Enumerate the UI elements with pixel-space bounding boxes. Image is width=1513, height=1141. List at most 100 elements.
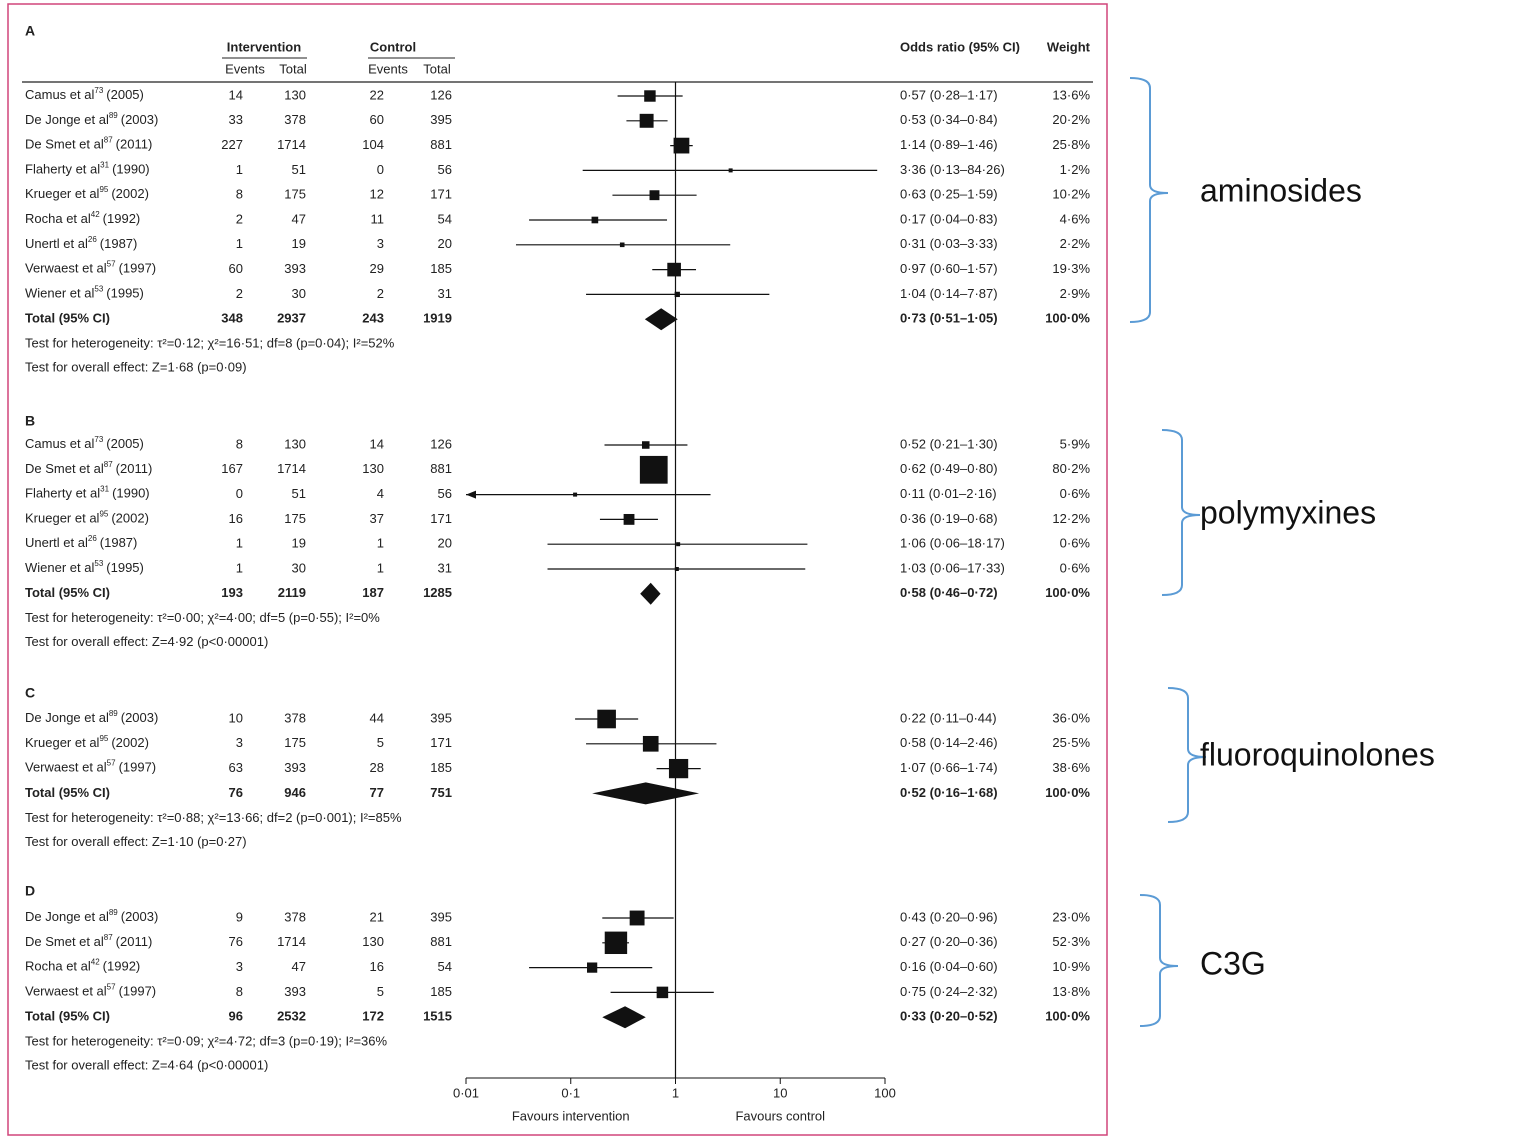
cell-weight: 25·5% — [1052, 735, 1090, 750]
cell-total: 54 — [438, 959, 452, 974]
cell-total: 126 — [430, 87, 452, 102]
study-ref: 95 — [99, 185, 108, 194]
cell-events: 22 — [370, 87, 384, 102]
cell-total: 30 — [292, 286, 306, 301]
study-name: Verwaest et al57 (1997) — [25, 260, 156, 276]
group-bracket — [1139, 894, 1179, 1027]
study-square — [668, 758, 689, 779]
cell-events: 1 — [236, 560, 243, 575]
group-label: C3G — [1200, 945, 1266, 981]
cell-total: 393 — [284, 261, 306, 276]
cell-events: 2 — [377, 286, 384, 301]
cell-total: 395 — [430, 909, 452, 924]
study-ref: 53 — [94, 285, 103, 294]
cell-events: 16 — [370, 959, 384, 974]
study-author: De Smet et al — [25, 461, 104, 476]
cell-events: 167 — [221, 461, 243, 476]
cell-events: 96 — [229, 1009, 243, 1024]
cell-total: 19 — [292, 236, 306, 251]
cell-total: 56 — [438, 162, 452, 177]
cell-weight: 23·0% — [1052, 909, 1090, 924]
cell-events: 37 — [370, 511, 384, 526]
cell-events: 12 — [370, 187, 384, 202]
study-author: Verwaest et al — [25, 261, 107, 276]
cell-total: 130 — [284, 436, 306, 451]
cell-events: 21 — [370, 909, 384, 924]
cell-total: 378 — [284, 710, 306, 725]
study-author: De Smet et al — [25, 137, 104, 152]
cell-events: 4 — [377, 486, 384, 501]
x-tick-label: 10 — [773, 1085, 787, 1100]
study-name: De Smet et al87 (2011) — [25, 136, 152, 152]
study-author: De Smet et al — [25, 934, 104, 949]
study-year: (2003) — [121, 710, 159, 725]
study-ref: 31 — [100, 485, 109, 494]
cell-total: 31 — [438, 560, 452, 575]
cell-weight: 0·6% — [1060, 486, 1091, 501]
cell-weight: 0·6% — [1060, 560, 1091, 575]
group-label: polymyxines — [1200, 494, 1376, 530]
study-author: Verwaest et al — [25, 984, 107, 999]
cell-events: 5 — [377, 984, 384, 999]
study-author: De Jonge et al — [25, 710, 109, 725]
study-year: (2002) — [111, 511, 149, 526]
study-square — [642, 735, 659, 752]
cell-total: 1714 — [277, 934, 306, 949]
study-year: (1990) — [112, 162, 150, 177]
x-label-right: Favours control — [735, 1108, 825, 1123]
cell-total: 47 — [292, 211, 306, 226]
study-author: Wiener et al — [25, 286, 94, 301]
cell-or-ci: 0·52 (0·21–1·30) — [900, 436, 998, 451]
cell-weight: 100·0% — [1045, 1009, 1090, 1024]
study-square — [673, 137, 690, 154]
cell-or-ci: 1·03 (0·06–17·33) — [900, 560, 1005, 575]
study-ref: 89 — [109, 709, 118, 718]
cell-total: 175 — [284, 735, 306, 750]
header-weight: Weight — [1047, 39, 1091, 54]
cell-or-ci: 0·11 (0·01–2·16) — [900, 486, 997, 501]
cell-events: 5 — [377, 735, 384, 750]
cell-total: 171 — [430, 511, 452, 526]
cell-events: 0 — [377, 162, 384, 177]
study-name: Verwaest et al57 (1997) — [25, 983, 156, 999]
total-name: Total (95% CI) — [25, 585, 110, 600]
cell-weight: 52·3% — [1052, 934, 1090, 949]
study-author: Unertl et al — [25, 536, 88, 551]
study-square — [587, 962, 598, 973]
study-square — [676, 542, 681, 547]
study-square — [639, 113, 654, 128]
cell-or-ci: 1·14 (0·89–1·46) — [900, 137, 998, 152]
header-control: Control — [370, 39, 416, 54]
study-name: Unertl et al26 (1987) — [25, 235, 137, 251]
cell-total: 1515 — [423, 1009, 452, 1024]
panel-label: A — [25, 23, 35, 39]
cell-weight: 2·2% — [1060, 236, 1091, 251]
cell-or-ci: 0·97 (0·60–1·57) — [900, 261, 998, 276]
group-bracket — [1161, 429, 1201, 596]
cell-or-ci: 1·07 (0·66–1·74) — [900, 760, 998, 775]
cell-weight: 25·8% — [1052, 137, 1090, 152]
header-sub: Total — [423, 61, 451, 76]
figure-border — [7, 3, 1108, 1136]
cell-events: 8 — [236, 187, 243, 202]
cell-events: 76 — [229, 785, 243, 800]
study-year: (1995) — [106, 560, 144, 575]
cell-total: 47 — [292, 959, 306, 974]
cell-events: 60 — [370, 112, 384, 127]
cell-events: 0 — [236, 486, 243, 501]
cell-events: 3 — [236, 959, 243, 974]
cell-total: 51 — [292, 486, 306, 501]
study-author: Krueger et al — [25, 511, 100, 526]
cell-weight: 0·6% — [1060, 536, 1091, 551]
cell-events: 1 — [236, 236, 243, 251]
cell-events: 8 — [236, 984, 243, 999]
study-square — [619, 242, 625, 248]
cell-total: 1919 — [423, 311, 452, 326]
cell-weight: 13·8% — [1052, 984, 1090, 999]
cell-weight: 19·3% — [1052, 261, 1090, 276]
cell-events: 60 — [229, 261, 243, 276]
study-square — [591, 216, 599, 224]
study-name: Rocha et al42 (1992) — [25, 210, 140, 226]
cell-total: 20 — [438, 236, 452, 251]
